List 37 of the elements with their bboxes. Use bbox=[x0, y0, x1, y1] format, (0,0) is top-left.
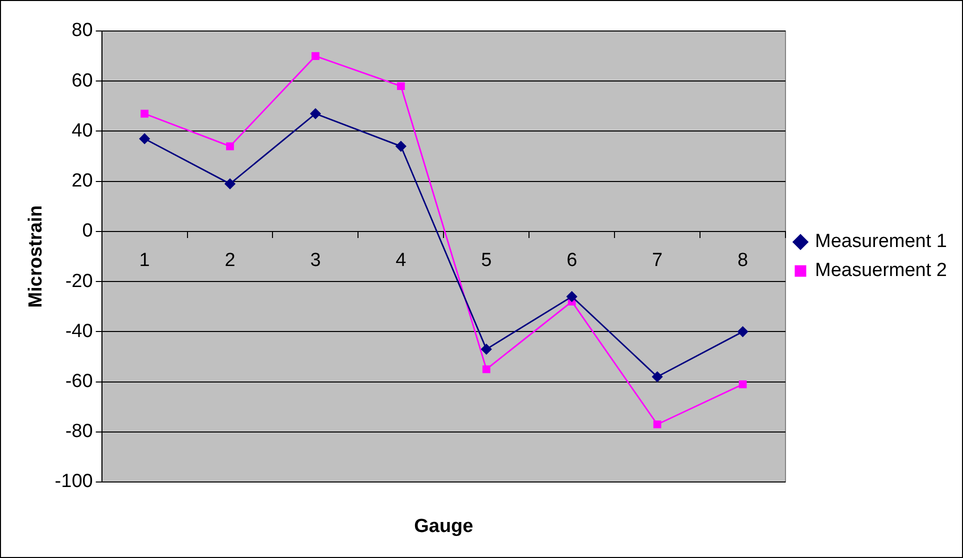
y-tick-label: 80 bbox=[72, 20, 93, 42]
x-axis-title: Gauge bbox=[414, 516, 474, 538]
y-tick-label: -40 bbox=[65, 320, 93, 342]
point bbox=[653, 420, 662, 428]
point bbox=[482, 365, 490, 374]
x-tick-label: 5 bbox=[481, 250, 492, 272]
point bbox=[312, 52, 320, 60]
y-axis-title: Microstrain bbox=[26, 205, 47, 308]
y-tick-label: 40 bbox=[72, 120, 93, 142]
point bbox=[738, 380, 747, 388]
point bbox=[140, 110, 148, 118]
point bbox=[139, 133, 150, 144]
x-tick-label: 8 bbox=[737, 250, 748, 272]
y-tick-label: -100 bbox=[54, 471, 93, 492]
point bbox=[396, 141, 406, 152]
x-tick-label: 3 bbox=[310, 250, 321, 272]
x-tick-label: 2 bbox=[224, 250, 236, 272]
point bbox=[224, 178, 236, 190]
legend-label: Measuerment 2 bbox=[814, 260, 948, 282]
y-tick-label: -60 bbox=[65, 371, 93, 392]
y-tick-label: 60 bbox=[72, 70, 93, 92]
point bbox=[397, 82, 405, 90]
y-tick-label: -80 bbox=[65, 421, 93, 442]
x-tick-label: 1 bbox=[139, 250, 150, 272]
y-tick-label: 0 bbox=[82, 220, 93, 242]
point bbox=[481, 344, 492, 354]
x-tick-label: 4 bbox=[396, 250, 407, 272]
x-tick-label: 7 bbox=[652, 250, 663, 272]
x-tick-label: 6 bbox=[566, 250, 578, 272]
point bbox=[566, 291, 578, 302]
y-tick-label: -20 bbox=[65, 270, 93, 292]
point bbox=[652, 372, 663, 382]
y-tick-label: 20 bbox=[72, 170, 93, 192]
point bbox=[226, 142, 234, 150]
legend-label: Measurement 1 bbox=[814, 231, 948, 252]
point bbox=[310, 108, 321, 119]
point bbox=[738, 326, 748, 337]
